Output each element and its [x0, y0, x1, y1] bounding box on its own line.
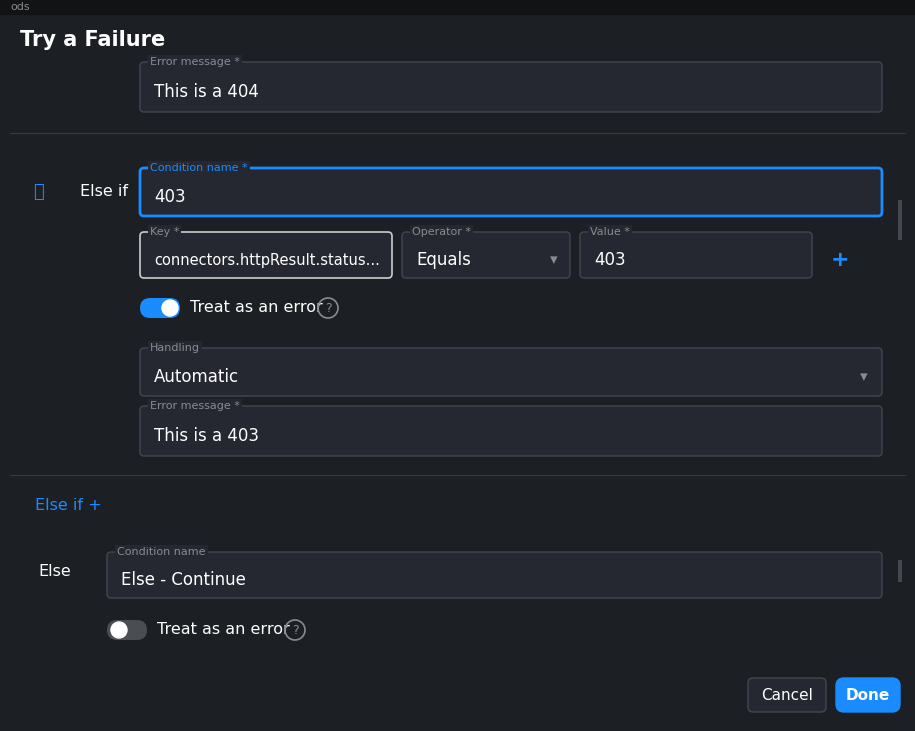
Text: This is a 404: This is a 404: [154, 83, 259, 101]
Text: connectors.httpResult.status...: connectors.httpResult.status...: [154, 252, 380, 268]
FancyBboxPatch shape: [140, 298, 180, 318]
Text: Treat as an error: Treat as an error: [190, 300, 323, 316]
FancyBboxPatch shape: [140, 168, 882, 216]
Text: Error message *: Error message *: [150, 401, 240, 411]
FancyBboxPatch shape: [402, 232, 570, 278]
FancyBboxPatch shape: [140, 348, 882, 396]
Text: Condition name *: Condition name *: [150, 163, 248, 173]
FancyBboxPatch shape: [897, 165, 903, 410]
Text: Error message *: Error message *: [150, 57, 240, 67]
Text: Treat as an error: Treat as an error: [157, 623, 290, 637]
Text: ?: ?: [292, 624, 298, 637]
Circle shape: [162, 300, 178, 316]
Text: Try a Failure: Try a Failure: [20, 30, 166, 50]
Text: Value *: Value *: [590, 227, 630, 237]
FancyBboxPatch shape: [897, 550, 903, 610]
Text: Equals: Equals: [416, 251, 471, 269]
FancyBboxPatch shape: [836, 678, 900, 712]
Text: Else if: Else if: [80, 184, 128, 200]
Text: Condition name: Condition name: [117, 547, 206, 557]
Text: Done: Done: [845, 687, 890, 702]
FancyBboxPatch shape: [580, 232, 812, 278]
Text: Automatic: Automatic: [154, 368, 239, 386]
Text: ▾: ▾: [860, 369, 867, 385]
Text: ?: ?: [325, 302, 331, 315]
FancyBboxPatch shape: [140, 62, 882, 112]
Text: +: +: [831, 250, 849, 270]
Text: 🗑: 🗑: [33, 183, 43, 201]
Text: ▾: ▾: [550, 252, 557, 268]
FancyBboxPatch shape: [140, 406, 882, 456]
FancyBboxPatch shape: [0, 0, 915, 14]
Text: Handling: Handling: [150, 343, 200, 353]
FancyBboxPatch shape: [107, 620, 147, 640]
Text: Key *: Key *: [150, 227, 179, 237]
FancyBboxPatch shape: [107, 552, 882, 598]
Text: 403: 403: [594, 251, 626, 269]
FancyBboxPatch shape: [898, 560, 902, 582]
Text: This is a 403: This is a 403: [154, 427, 259, 445]
FancyBboxPatch shape: [898, 200, 902, 240]
FancyBboxPatch shape: [748, 678, 826, 712]
FancyBboxPatch shape: [140, 232, 392, 278]
Text: 403: 403: [154, 188, 186, 206]
Text: Else if +: Else if +: [35, 499, 102, 513]
Text: Else - Continue: Else - Continue: [121, 571, 246, 589]
Text: Else: Else: [38, 564, 70, 580]
Circle shape: [111, 622, 127, 638]
Text: ods: ods: [10, 2, 29, 12]
Text: Cancel: Cancel: [761, 687, 813, 702]
Text: Operator *: Operator *: [412, 227, 471, 237]
